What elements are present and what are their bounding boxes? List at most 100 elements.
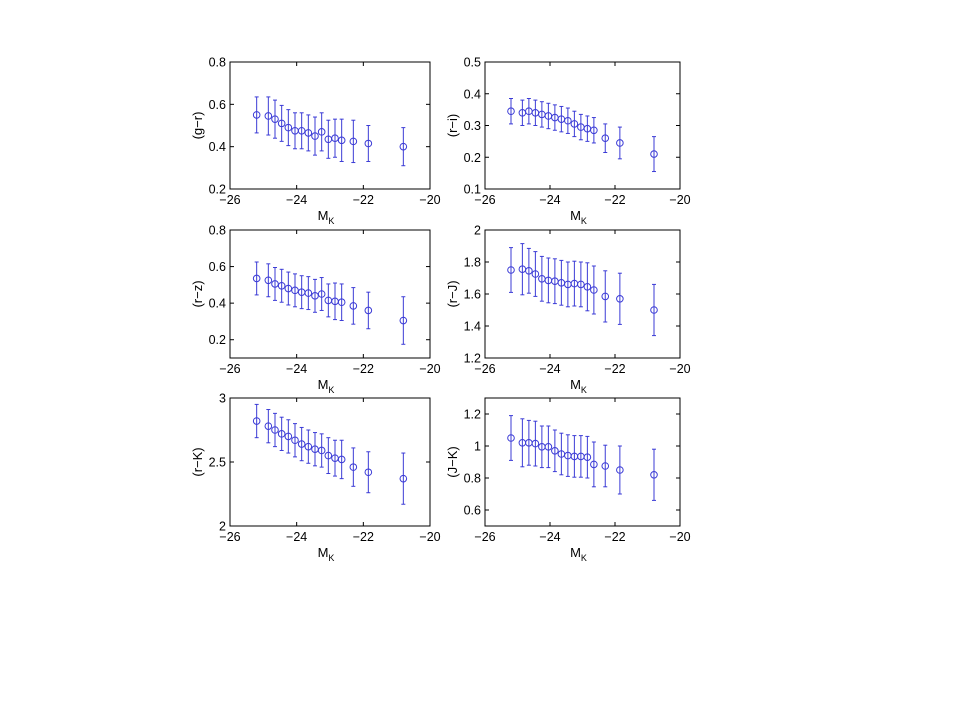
x-tick-label: −20 <box>419 530 440 544</box>
y-tick-label: 0.6 <box>209 98 226 112</box>
data-point <box>317 128 326 136</box>
data-point <box>264 276 273 285</box>
data-point <box>291 286 299 295</box>
data-point <box>551 447 559 455</box>
y-tick-label: 2 <box>219 520 226 534</box>
y-tick-label: 0.1 <box>464 183 481 197</box>
x-tick-label: −24 <box>286 362 307 376</box>
panel-5: −26 −24 −22 −20 2 2.5 3 MK (r−K) <box>190 392 441 564</box>
y-tick-label: 0.5 <box>464 56 481 70</box>
y-axis-label: (g−r) <box>190 112 205 140</box>
data-point <box>331 134 339 142</box>
data-point <box>337 136 346 145</box>
y-tick-label: 1.4 <box>464 320 481 334</box>
data-point <box>650 150 658 158</box>
data-point <box>364 468 373 477</box>
data-point <box>616 466 624 474</box>
data-point <box>507 266 515 274</box>
data-point <box>324 451 333 460</box>
y-tick-label: 0.8 <box>209 56 226 70</box>
x-axis-label: MK <box>318 545 335 563</box>
x-tick-label: −26 <box>474 530 495 544</box>
x-tick-label: −24 <box>539 193 560 207</box>
x-axis-label: MK <box>318 377 335 395</box>
data-point <box>583 453 592 462</box>
x-tick-label: −20 <box>419 362 440 376</box>
panel-4: −26 −24 −22 −20 1.2 1.4 1.6 1.8 2 MK (r−J) <box>445 224 691 396</box>
data-point <box>364 306 373 315</box>
data-point <box>583 283 592 291</box>
x-tick-label: −26 <box>474 193 495 207</box>
data-point <box>544 443 553 451</box>
x-tick-label: −22 <box>604 193 625 207</box>
panel-3: −26 −24 −22 −20 0.2 0.4 0.6 0.8 MK (r−z) <box>190 224 441 396</box>
y-tick-label: 0.4 <box>209 297 226 311</box>
data-point <box>525 267 533 275</box>
x-tick-label: −22 <box>353 530 374 544</box>
data-point <box>564 116 572 125</box>
data-point <box>399 316 408 325</box>
data-point <box>570 120 579 128</box>
data-point <box>284 123 293 132</box>
y-tick-label: 0.4 <box>464 87 481 101</box>
data-point <box>317 446 326 455</box>
data-point <box>590 460 598 469</box>
x-tick-label: −24 <box>539 530 560 544</box>
data-point <box>531 270 540 278</box>
data-point <box>277 281 286 290</box>
data-point <box>349 302 358 310</box>
data-point <box>252 417 261 425</box>
data-point <box>291 436 299 445</box>
data-point <box>271 115 279 123</box>
panel-2: −26 −24 −22 −20 0.1 0.2 0.3 0.4 0.5 MK (r−i) <box>445 56 691 227</box>
x-tick-label: −22 <box>604 362 625 376</box>
data-point <box>616 139 624 147</box>
y-tick-label: 0.8 <box>209 224 226 238</box>
data-point <box>601 292 610 301</box>
x-axis-label: MK <box>570 377 587 395</box>
data-point <box>284 432 293 441</box>
y-axis-label: (r−K) <box>190 447 205 476</box>
data-point <box>304 289 313 297</box>
data-point <box>271 426 279 434</box>
plot-frame <box>484 397 681 527</box>
x-tick-label: −26 <box>474 362 495 376</box>
y-tick-label: 0.6 <box>209 260 226 274</box>
x-axis-label: MK <box>570 208 587 226</box>
y-axis-label: (J−K) <box>445 446 460 477</box>
data-point <box>399 474 408 483</box>
x-tick-label: −26 <box>219 530 240 544</box>
y-tick-label: 0.2 <box>209 333 226 347</box>
x-tick-label: −20 <box>669 193 690 207</box>
plot-frame <box>229 397 431 527</box>
data-point <box>277 430 286 438</box>
y-tick-label: 1.6 <box>464 288 481 302</box>
data-point <box>601 134 610 142</box>
plot-frame <box>484 61 681 190</box>
x-tick-label: −24 <box>539 362 560 376</box>
data-point <box>650 306 658 314</box>
data-point <box>364 139 373 148</box>
data-point <box>311 292 319 300</box>
data-point <box>252 111 261 119</box>
y-tick-label: 0.8 <box>464 472 481 486</box>
data-point <box>311 132 319 140</box>
y-tick-label: 2 <box>474 224 481 238</box>
data-point <box>577 280 585 289</box>
data-point <box>590 126 598 135</box>
data-point <box>349 463 358 471</box>
x-tick-label: −22 <box>353 193 374 207</box>
data-point <box>252 274 261 283</box>
y-axis-label: (r−J) <box>445 280 460 307</box>
data-point <box>271 280 279 288</box>
data-point <box>297 440 306 448</box>
x-tick-label: −24 <box>286 530 307 544</box>
data-point <box>616 295 624 303</box>
x-tick-label: −22 <box>353 362 374 376</box>
x-tick-label: −26 <box>219 193 240 207</box>
data-point <box>590 286 598 294</box>
x-tick-label: −22 <box>604 530 625 544</box>
data-point <box>304 129 313 137</box>
y-tick-label: 0.2 <box>464 151 481 165</box>
